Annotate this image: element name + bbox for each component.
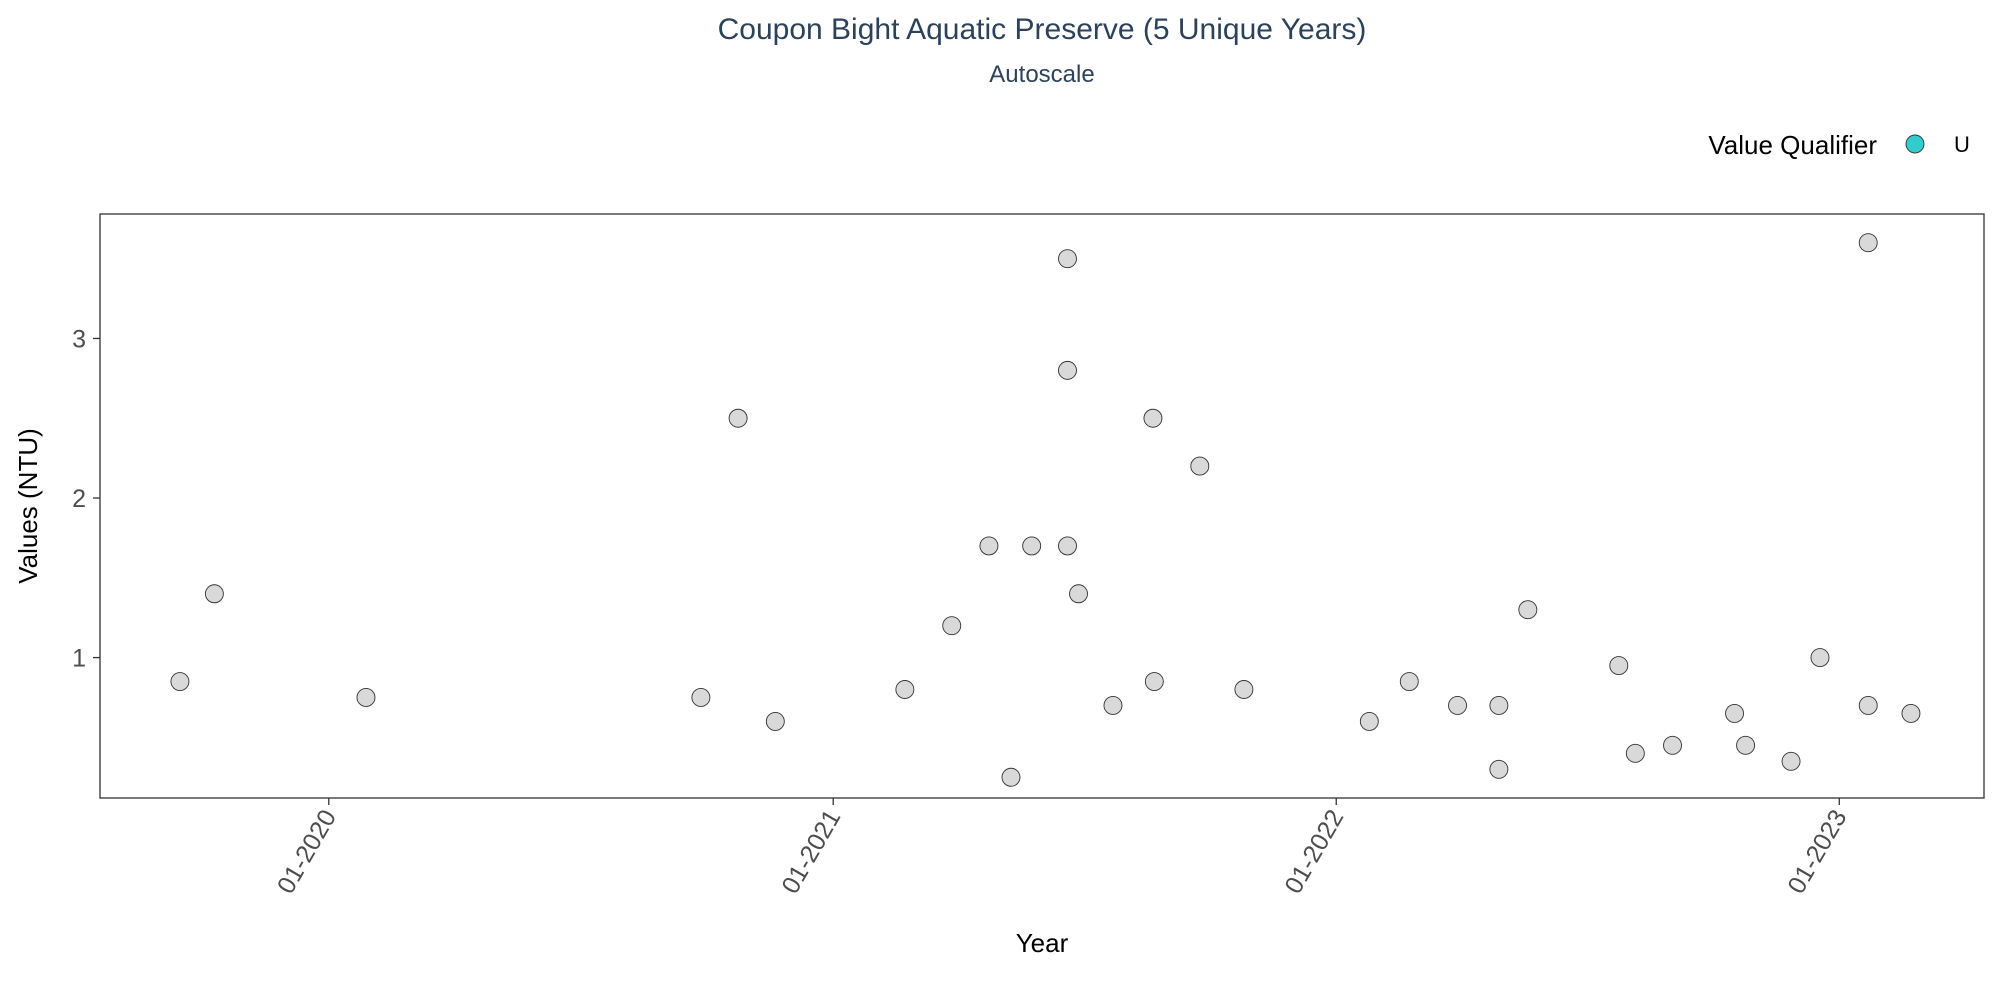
data-point <box>1625 743 1645 763</box>
data-point <box>1359 711 1379 731</box>
data-point <box>1448 696 1467 715</box>
data-point <box>1143 408 1163 428</box>
data-point <box>1736 735 1756 755</box>
data-point <box>1725 703 1744 723</box>
y-axis: 1 2 3 <box>72 325 100 673</box>
data-point <box>1103 696 1123 715</box>
data-point <box>1518 600 1538 620</box>
data-point <box>1058 536 1077 556</box>
data-point <box>1858 696 1878 715</box>
data-point <box>204 584 224 604</box>
y-tick-label: 3 <box>72 325 86 353</box>
data-point <box>942 616 962 636</box>
x-tick-label: 01-2020 <box>272 805 342 898</box>
x-tick-label: 01-2023 <box>1782 805 1852 898</box>
legend-title: Value Qualifier <box>1708 130 1877 160</box>
data-point <box>1901 703 1921 723</box>
data-point <box>1810 648 1830 668</box>
data-point <box>1058 360 1077 380</box>
legend-key <box>1905 134 1925 154</box>
data-point <box>1069 584 1088 604</box>
x-axis: 01-2020 01-2021 01-2022 01-2023 <box>272 798 1852 898</box>
y-tick-label: 1 <box>72 645 86 673</box>
y-tick-label: 2 <box>72 485 86 513</box>
data-point <box>1663 735 1682 755</box>
data-point <box>1058 249 1077 269</box>
data-point <box>1022 536 1042 556</box>
data-point <box>356 688 376 707</box>
chart-title: Coupon Bight Aquatic Preserve (5 Unique … <box>718 13 1367 46</box>
data-points <box>170 233 1921 787</box>
data-point <box>1858 233 1878 253</box>
legend-label: U <box>1954 132 1970 157</box>
data-point <box>691 688 711 707</box>
data-point <box>1234 680 1254 699</box>
data-point <box>170 672 190 691</box>
plot-panel <box>99 213 1985 799</box>
data-point <box>728 408 748 428</box>
x-tick-label: 01-2022 <box>1279 805 1349 898</box>
data-point <box>979 536 999 556</box>
legend: Value Qualifier U <box>1708 130 1970 160</box>
data-point <box>1609 656 1629 676</box>
data-point <box>765 711 785 731</box>
data-point <box>1489 759 1509 779</box>
chart-subtitle: Autoscale <box>989 61 1094 88</box>
data-point <box>895 680 915 699</box>
data-point <box>1144 672 1164 691</box>
data-point <box>1781 751 1801 771</box>
y-axis-label: Values (NTU) <box>13 428 43 584</box>
data-point <box>1190 456 1210 476</box>
data-point <box>1001 767 1021 787</box>
data-point <box>1489 696 1509 715</box>
data-point <box>1399 672 1419 691</box>
x-tick-label: 01-2021 <box>776 805 846 898</box>
x-axis-label: Year <box>1016 928 1069 958</box>
